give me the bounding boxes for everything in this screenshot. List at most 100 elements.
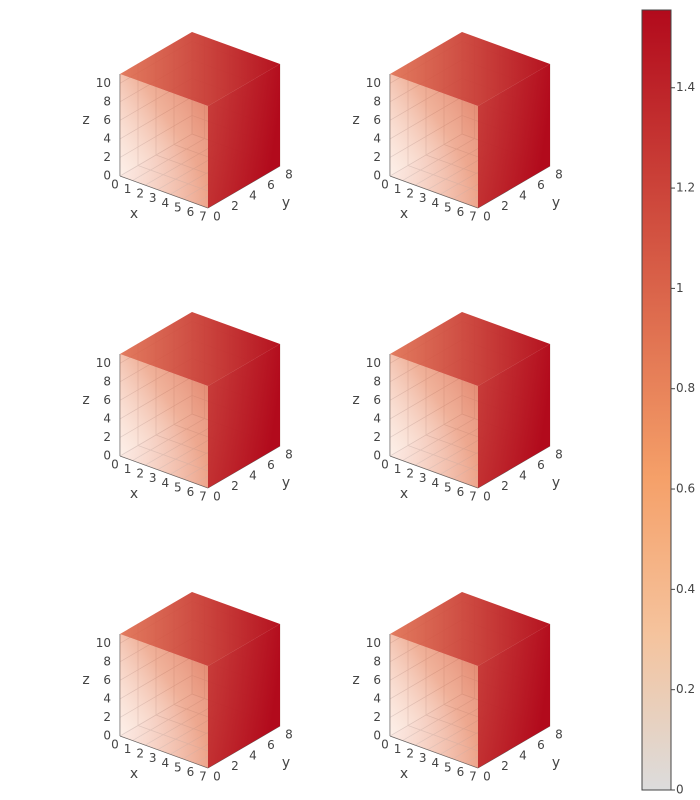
x-tick-label: 0 <box>381 738 389 752</box>
y-tick-label: 4 <box>249 189 257 203</box>
y-tick-label: 2 <box>501 479 509 493</box>
x-axis-title: x <box>400 206 408 222</box>
z-tick-label: 8 <box>103 374 111 388</box>
z-tick-label: 0 <box>103 449 111 463</box>
x-tick-label: 2 <box>406 187 414 201</box>
x-tick-label: 4 <box>431 756 439 770</box>
x-tick-label: 4 <box>161 196 169 210</box>
z-tick-label: 8 <box>373 654 381 668</box>
x-tick-label: 1 <box>124 182 132 196</box>
x-tick-label: 3 <box>419 191 427 205</box>
x-tick-label: 1 <box>394 462 402 476</box>
x-tick-label: 6 <box>457 205 465 219</box>
x-axis-title: x <box>130 206 138 222</box>
z-tick-label: 2 <box>373 150 381 164</box>
z-tick-label: 8 <box>103 654 111 668</box>
colorbar-tick-label: 0.8 <box>676 381 695 395</box>
volume-face <box>120 32 280 106</box>
y-tick-label: 2 <box>231 199 239 213</box>
x-tick-label: 6 <box>457 485 465 499</box>
x-axis-title: x <box>400 766 408 782</box>
z-tick-label: 10 <box>366 636 381 650</box>
x-tick-label: 1 <box>394 742 402 756</box>
x-tick-label: 4 <box>161 476 169 490</box>
colorbar-tick-label: 0.6 <box>676 482 695 496</box>
volume-face <box>390 312 550 386</box>
z-tick-label: 4 <box>103 131 111 145</box>
colorbar-tick-label: 1.2 <box>676 181 695 195</box>
volume-face <box>120 354 208 488</box>
x-tick-label: 6 <box>187 485 195 499</box>
z-tick-label: 4 <box>103 411 111 425</box>
x-tick-label: 7 <box>469 490 477 504</box>
colorbar-tick-label: 0.2 <box>676 682 695 696</box>
x-tick-label: 0 <box>111 458 119 472</box>
z-axis-title: z <box>352 392 359 408</box>
x-tick-label: 0 <box>381 458 389 472</box>
x-tick-label: 2 <box>406 747 414 761</box>
y-tick-label: 4 <box>519 749 527 763</box>
volume-face <box>208 624 280 768</box>
z-tick-label: 2 <box>103 150 111 164</box>
x-tick-label: 2 <box>136 187 144 201</box>
y-tick-label: 6 <box>537 178 545 192</box>
z-tick-label: 4 <box>373 411 381 425</box>
z-tick-label: 4 <box>373 131 381 145</box>
z-tick-label: 0 <box>373 449 381 463</box>
x-tick-label: 3 <box>149 471 157 485</box>
y-tick-label: 2 <box>501 199 509 213</box>
y-axis-title: y <box>552 475 560 491</box>
z-tick-label: 2 <box>103 710 111 724</box>
volume-face <box>390 354 478 488</box>
x-tick-label: 4 <box>161 756 169 770</box>
volume-face <box>120 312 280 386</box>
y-tick-label: 8 <box>285 168 293 182</box>
x-tick-label: 7 <box>469 770 477 784</box>
y-tick-label: 2 <box>501 759 509 773</box>
colorbar-tick-label: 0.4 <box>676 582 695 596</box>
x-tick-label: 0 <box>381 178 389 192</box>
z-axis-title: z <box>82 672 89 688</box>
x-tick-label: 1 <box>124 742 132 756</box>
colorbar <box>641 9 672 791</box>
x-tick-label: 4 <box>431 476 439 490</box>
y-tick-label: 6 <box>267 178 275 192</box>
x-tick-label: 7 <box>199 210 207 224</box>
y-tick-label: 2 <box>231 479 239 493</box>
x-tick-label: 1 <box>394 182 402 196</box>
z-tick-label: 8 <box>103 94 111 108</box>
x-axis-title: x <box>400 486 408 502</box>
y-tick-label: 8 <box>555 168 563 182</box>
y-tick-label: 0 <box>213 490 221 504</box>
z-tick-label: 2 <box>373 710 381 724</box>
x-tick-label: 3 <box>419 751 427 765</box>
x-tick-label: 2 <box>136 467 144 481</box>
z-tick-label: 10 <box>366 356 381 370</box>
x-tick-label: 6 <box>187 205 195 219</box>
z-tick-label: 6 <box>373 113 381 127</box>
x-tick-label: 7 <box>199 770 207 784</box>
y-axis-title: y <box>282 195 290 211</box>
x-tick-label: 4 <box>431 196 439 210</box>
colorbar-tick-label: 0 <box>676 783 684 797</box>
volume-face <box>478 344 550 488</box>
volume-face <box>478 64 550 208</box>
y-tick-label: 8 <box>555 728 563 742</box>
y-tick-label: 4 <box>519 189 527 203</box>
z-axis-title: z <box>82 112 89 128</box>
y-tick-label: 0 <box>483 770 491 784</box>
y-axis-title: y <box>552 195 560 211</box>
x-tick-label: 3 <box>149 191 157 205</box>
volume-face <box>208 344 280 488</box>
z-tick-label: 10 <box>96 636 111 650</box>
y-tick-label: 0 <box>483 210 491 224</box>
volume-face <box>478 624 550 768</box>
y-tick-label: 6 <box>267 738 275 752</box>
x-axis-title: x <box>130 486 138 502</box>
z-tick-label: 10 <box>96 76 111 90</box>
y-tick-label: 4 <box>519 469 527 483</box>
y-tick-label: 0 <box>213 770 221 784</box>
